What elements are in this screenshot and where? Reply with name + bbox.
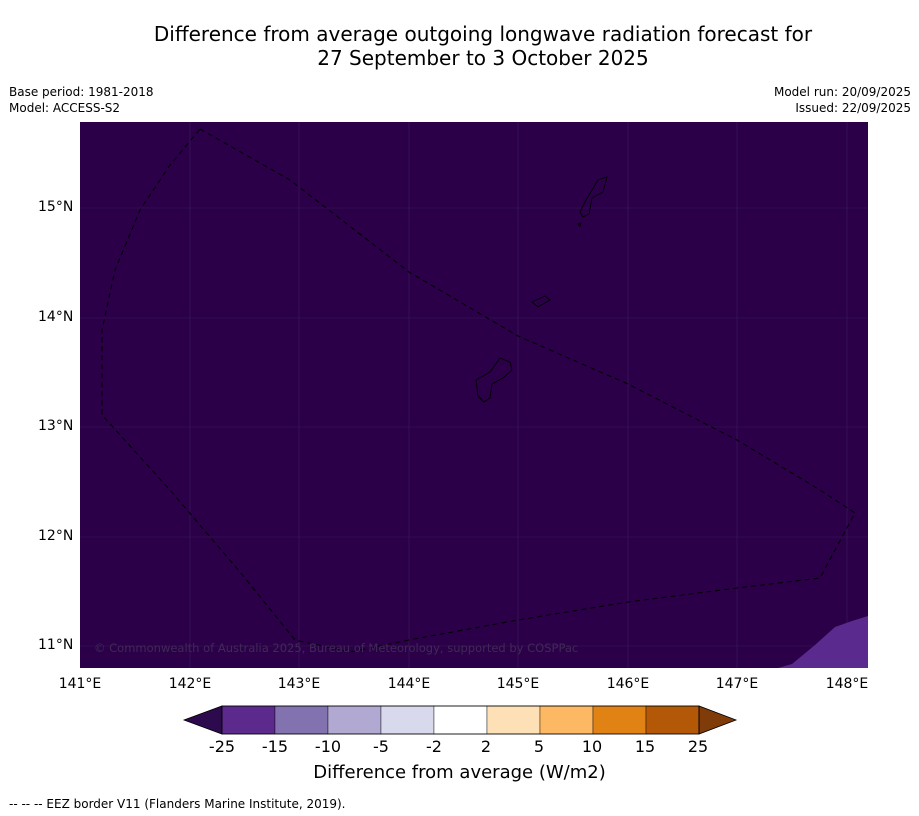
- eez-boundary: [101, 128, 856, 653]
- model-name: Model: ACCESS-S2: [9, 101, 121, 115]
- x-tick-148e: 148°E: [825, 676, 869, 692]
- cb-label-minus15: -15: [261, 737, 289, 756]
- rota-island: [531, 295, 551, 308]
- colorbar-segment: [274, 705, 329, 735]
- cb-label-2: 2: [480, 737, 492, 756]
- colorbar-segment: [433, 705, 488, 735]
- x-tick-144e: 144°E: [387, 676, 431, 692]
- colorbar-segment: [221, 705, 276, 735]
- gridlines: [80, 122, 868, 668]
- cb-label-25: 25: [687, 737, 709, 756]
- chart-title: Difference from average outgoing longwav…: [0, 22, 919, 70]
- cb-label-5: 5: [533, 737, 545, 756]
- colorbar: [182, 705, 738, 735]
- issued-date: Issued: 22/09/2025: [795, 101, 911, 115]
- colorbar-segment: [327, 705, 382, 735]
- x-tick-145e: 145°E: [496, 676, 540, 692]
- meta-right: Model run: 20/09/2025 Issued: 22/09/2025: [774, 84, 911, 116]
- eez-legend: -- -- -- EEZ border V11 (Flanders Marine…: [9, 797, 346, 811]
- colorbar-segment: [380, 705, 435, 735]
- cb-label-minus5: -5: [373, 737, 389, 756]
- meta-left: Base period: 1981-2018 Model: ACCESS-S2: [9, 84, 154, 116]
- colorbar-outline: [221, 705, 700, 735]
- y-tick-12n: 12°N: [38, 528, 74, 544]
- y-tick-11n: 11°N: [38, 637, 74, 653]
- title-line-2: 27 September to 3 October 2025: [317, 46, 649, 70]
- cb-label-15: 15: [634, 737, 656, 756]
- base-period: Base period: 1981-2018: [9, 85, 154, 99]
- map-background: [80, 122, 868, 668]
- x-tick-142e: 142°E: [168, 676, 212, 692]
- cb-label-minus2: -2: [426, 737, 442, 756]
- colorbar-segment: [486, 705, 541, 735]
- cb-label-minus25: -25: [208, 737, 236, 756]
- colorbar-title: Difference from average (W/m2): [313, 762, 606, 783]
- model-run: Model run: 20/09/2025: [773, 85, 911, 99]
- title-line-1: Difference from average outgoing longwav…: [153, 22, 813, 46]
- colorbar-segment: [592, 705, 647, 735]
- x-tick-146e: 146°E: [606, 676, 650, 692]
- x-tick-147e: 147°E: [715, 676, 759, 692]
- aguijan-island: [577, 222, 582, 227]
- y-tick-14n: 14°N: [38, 309, 74, 325]
- y-tick-15n: 15°N: [38, 199, 74, 215]
- x-tick-143e: 143°E: [277, 676, 321, 692]
- colorbar-extend-high: [698, 705, 738, 735]
- y-tick-13n: 13°N: [38, 418, 74, 434]
- colorbar-segment: [645, 705, 700, 735]
- cb-label-minus10: -10: [314, 737, 342, 756]
- anomaly-region: [778, 616, 868, 668]
- saipan-tinian-island: [579, 176, 608, 218]
- colorbar-segment: [539, 705, 594, 735]
- x-tick-141e: 141°E: [58, 676, 102, 692]
- colorbar-extend-low: [182, 705, 223, 735]
- copyright-text: © Commonwealth of Australia 2025, Bureau…: [94, 641, 578, 655]
- guam-island: [475, 357, 513, 403]
- cb-label-10: 10: [581, 737, 603, 756]
